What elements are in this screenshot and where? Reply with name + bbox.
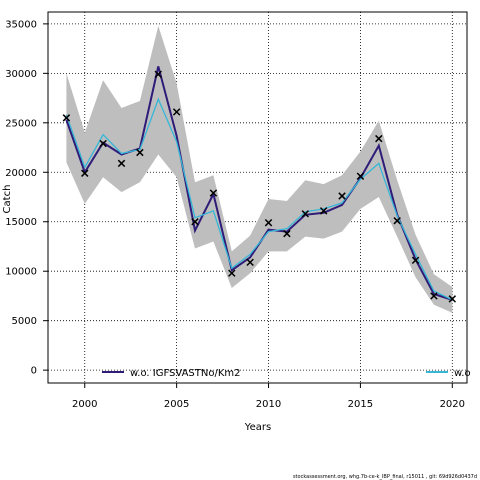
observed-point bbox=[154, 70, 162, 79]
observed-point bbox=[264, 218, 273, 227]
legend-label-series-2: w.o bbox=[454, 368, 471, 379]
observed-point-stroke bbox=[62, 114, 71, 122]
footnote: stockassessment.org, whg.7b-ce-k_IBP_fin… bbox=[293, 474, 477, 480]
observed-point bbox=[191, 218, 199, 226]
x-tick-label: 2005 bbox=[164, 399, 189, 410]
observed-point-stroke bbox=[264, 218, 273, 227]
x-axis-title: Years bbox=[244, 422, 271, 433]
y-tick-label: 15000 bbox=[5, 217, 37, 228]
y-tick-label: 25000 bbox=[5, 118, 37, 129]
observed-point-stroke bbox=[356, 172, 365, 180]
observed-point bbox=[136, 148, 144, 157]
observed-point-stroke bbox=[172, 108, 181, 116]
observed-point bbox=[319, 207, 328, 215]
observed-point bbox=[338, 192, 346, 200]
observed-point bbox=[117, 159, 126, 168]
observed-points bbox=[62, 70, 457, 303]
observed-point bbox=[228, 269, 236, 277]
observed-point-stroke bbox=[338, 192, 346, 200]
plot-frame bbox=[47, 11, 468, 384]
observed-point-stroke bbox=[301, 210, 310, 218]
observed-point bbox=[246, 258, 254, 267]
grid bbox=[48, 12, 467, 383]
observed-point-stroke bbox=[375, 134, 383, 143]
observed-point bbox=[356, 172, 365, 180]
legend: w.o. IGFSVASTNo/Km2 w.o bbox=[102, 368, 471, 379]
y-tick-label: 20000 bbox=[5, 168, 37, 179]
legend-label-series-1: w.o. IGFSVASTNo/Km2 bbox=[130, 368, 241, 379]
y-tick-label: 5000 bbox=[12, 316, 37, 327]
x-tick-label: 2020 bbox=[440, 399, 465, 410]
observed-point-stroke bbox=[81, 169, 89, 177]
series-line-2 bbox=[65, 97, 453, 301]
observed-point-stroke bbox=[319, 207, 328, 215]
observed-point-stroke bbox=[430, 292, 438, 300]
observed-point bbox=[393, 217, 401, 225]
observed-point-stroke bbox=[191, 218, 199, 226]
y-tick-label: 10000 bbox=[5, 267, 37, 278]
observed-point-stroke bbox=[99, 139, 107, 148]
observed-point-stroke bbox=[393, 217, 401, 225]
observed-point-stroke bbox=[228, 269, 236, 277]
y-tick-label: 0 bbox=[31, 366, 37, 377]
observed-point bbox=[448, 295, 457, 303]
observed-point bbox=[283, 229, 291, 238]
x-axis: 2000 2005 2010 2015 2020 bbox=[72, 383, 465, 410]
observed-point bbox=[301, 210, 310, 218]
x-tick-label: 2000 bbox=[72, 399, 97, 410]
observed-point bbox=[411, 256, 420, 265]
observed-point bbox=[430, 292, 438, 300]
series-lines bbox=[65, 66, 453, 301]
observed-point-stroke bbox=[136, 148, 144, 157]
observed-point bbox=[99, 139, 107, 148]
y-tick-label: 30000 bbox=[5, 69, 37, 80]
observed-point-stroke bbox=[246, 258, 254, 267]
y-axis: 0 5000 10000 15000 20000 25000 30000 35000 bbox=[5, 19, 48, 377]
y-tick-label: 35000 bbox=[5, 19, 37, 30]
observed-point-stroke bbox=[209, 189, 218, 197]
observed-point bbox=[375, 134, 383, 143]
observed-point-stroke bbox=[448, 295, 457, 303]
observed-point-stroke bbox=[117, 159, 126, 168]
observed-point bbox=[81, 169, 89, 177]
y-axis-title: Catch bbox=[2, 185, 13, 214]
observed-point bbox=[209, 189, 218, 197]
observed-point-stroke bbox=[283, 229, 291, 238]
observed-point bbox=[172, 108, 181, 116]
x-tick-label: 2015 bbox=[348, 399, 373, 410]
x-tick-label: 2010 bbox=[256, 399, 281, 410]
observed-point-stroke bbox=[154, 70, 162, 79]
confidence-band bbox=[66, 25, 453, 313]
observed-point bbox=[62, 114, 71, 122]
observed-point-stroke bbox=[411, 256, 420, 265]
